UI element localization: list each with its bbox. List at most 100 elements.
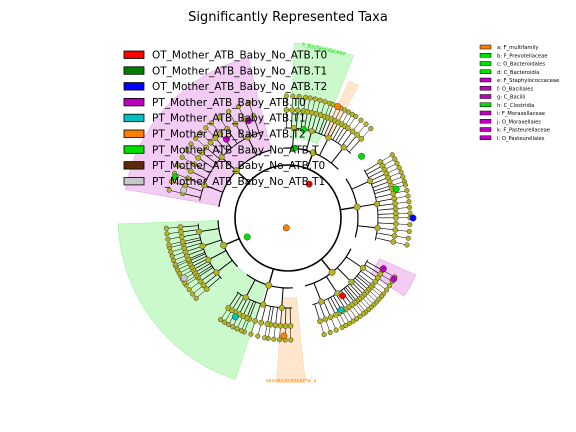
taxon-node bbox=[278, 304, 285, 311]
taxon-node bbox=[199, 243, 206, 250]
taxon-node bbox=[238, 328, 244, 334]
tree-branch bbox=[190, 170, 208, 180]
tree-branch bbox=[231, 294, 242, 311]
taxon-node bbox=[246, 99, 252, 105]
taxa-legend-swatch bbox=[479, 44, 492, 50]
tree-branch bbox=[243, 119, 252, 136]
tree-branch bbox=[337, 127, 349, 144]
class-legend-swatch bbox=[123, 98, 145, 107]
taxon-node bbox=[289, 107, 296, 113]
tree-branch bbox=[377, 208, 396, 211]
taxa-legend-swatch bbox=[479, 77, 492, 83]
taxon-node bbox=[392, 227, 399, 233]
taxon-node bbox=[193, 135, 199, 141]
taxon-node bbox=[353, 203, 361, 211]
tree-branch bbox=[327, 298, 337, 315]
taxa-legend-label: b: F_Prevotellaceae bbox=[497, 53, 547, 59]
taxon-node bbox=[391, 233, 398, 239]
tree-branch bbox=[203, 273, 218, 286]
taxon-node bbox=[195, 228, 203, 235]
taxon-node bbox=[178, 229, 184, 235]
tree-branch bbox=[373, 185, 392, 192]
tree-branch bbox=[216, 259, 233, 273]
taxon-node bbox=[200, 282, 207, 289]
taxon-node bbox=[405, 235, 411, 241]
taxon-node bbox=[328, 268, 336, 276]
taxon-node bbox=[404, 242, 410, 248]
taxon-node bbox=[349, 128, 356, 135]
tree-branch bbox=[196, 265, 212, 276]
taxon-node bbox=[312, 96, 318, 102]
taxon-node bbox=[222, 319, 228, 325]
tree-branch bbox=[260, 305, 267, 323]
taxon-node bbox=[404, 187, 410, 194]
taxon-node bbox=[406, 204, 413, 210]
taxon-node bbox=[231, 313, 239, 321]
taxon-node bbox=[394, 160, 400, 166]
tree-branch bbox=[345, 134, 358, 150]
class-legend-label: PT_Mother_ATB_Baby_ATB.T2 bbox=[152, 129, 306, 141]
tree-branch bbox=[193, 260, 210, 271]
taxon-node bbox=[361, 311, 367, 317]
taxon-node bbox=[308, 128, 315, 135]
tree-branch bbox=[345, 287, 358, 302]
tree-branch bbox=[320, 117, 329, 135]
taxon-node bbox=[213, 269, 220, 276]
taxon-node bbox=[232, 120, 239, 127]
tree-branch bbox=[372, 181, 390, 188]
taxon-node bbox=[353, 113, 359, 120]
taxon-node bbox=[203, 144, 210, 151]
taxa-legend-swatch bbox=[479, 61, 492, 66]
chart-title: Significantly Represented Taxa bbox=[188, 10, 388, 25]
taxa-legend-swatch bbox=[479, 53, 492, 58]
tree-branch bbox=[323, 118, 332, 136]
taxa-legend-label: d: C_Bacteroidia bbox=[497, 70, 539, 76]
taxon-node bbox=[398, 169, 404, 175]
taxon-node bbox=[260, 301, 267, 308]
taxon-node bbox=[322, 99, 328, 105]
taxon-node bbox=[392, 221, 399, 227]
taxa-legend-swatch bbox=[479, 69, 492, 74]
taxa-legend-swatch bbox=[479, 94, 492, 99]
taxon-node bbox=[295, 107, 301, 114]
taxa-legend-swatch bbox=[479, 102, 492, 107]
taxon-node bbox=[195, 155, 202, 161]
taxon-node bbox=[358, 135, 365, 142]
tree-branch bbox=[270, 306, 274, 325]
taxa-legend-swatch bbox=[479, 119, 492, 124]
taxon-node bbox=[225, 305, 232, 311]
taxon-node bbox=[188, 141, 194, 147]
tree-branch bbox=[226, 128, 238, 144]
taxon-node bbox=[186, 287, 192, 293]
taxon-node bbox=[190, 291, 196, 297]
taxa-legend-label: a: F_multifamily bbox=[497, 45, 538, 51]
taxon-node bbox=[348, 278, 355, 285]
taxa-legend-label: c: O_Bacteroidales bbox=[497, 62, 545, 68]
taxon-node bbox=[180, 186, 188, 194]
tree-branch bbox=[336, 267, 352, 283]
tree-branch bbox=[198, 157, 214, 169]
tree-branch bbox=[376, 198, 395, 203]
tree-branch bbox=[235, 123, 245, 140]
tree-branch bbox=[366, 165, 383, 175]
class-legend-label: PT_Mother_ATB_Baby_ATB.T1 bbox=[152, 113, 306, 125]
taxon-node bbox=[288, 337, 294, 343]
taxon-node bbox=[232, 167, 240, 175]
taxon-node bbox=[405, 193, 411, 199]
taxon-node bbox=[290, 93, 296, 99]
taxon-node bbox=[392, 156, 398, 162]
tree-branch bbox=[360, 270, 376, 283]
taxon-node bbox=[390, 275, 398, 283]
taxon-node bbox=[220, 241, 228, 249]
tree-branch bbox=[191, 258, 208, 268]
tree-branch bbox=[238, 298, 248, 315]
taxon-node bbox=[179, 238, 186, 245]
taxon-node bbox=[307, 95, 313, 101]
taxa-legend-swatch bbox=[479, 110, 492, 116]
tree-branch bbox=[348, 138, 362, 153]
taxon-node bbox=[197, 278, 204, 285]
taxon-node bbox=[322, 316, 329, 323]
taxon-node bbox=[280, 332, 288, 340]
taxon-node bbox=[407, 210, 413, 216]
